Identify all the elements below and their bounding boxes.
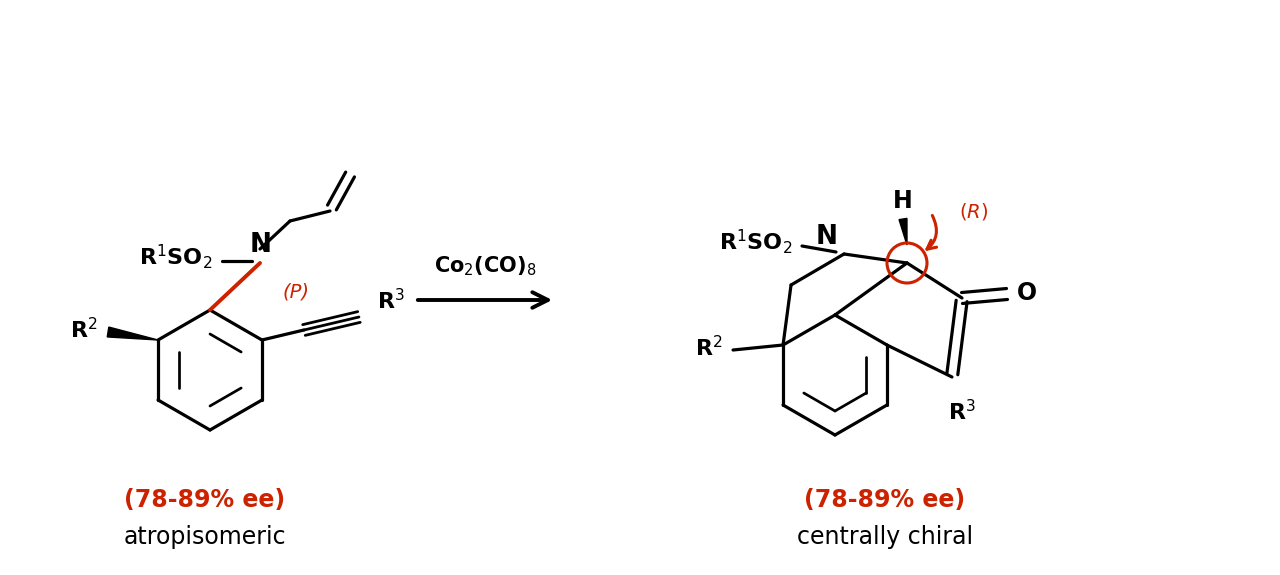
Text: N: N	[817, 224, 838, 250]
Text: R$^2$: R$^2$	[70, 317, 99, 343]
Text: atropisomeric: atropisomeric	[124, 525, 287, 549]
Text: Co$_2$(CO)$_8$: Co$_2$(CO)$_8$	[434, 254, 536, 278]
Text: R$^3$: R$^3$	[948, 399, 975, 424]
Text: R$^1$SO$_2$: R$^1$SO$_2$	[138, 243, 212, 271]
Text: (P): (P)	[282, 282, 308, 301]
Text: R$^2$: R$^2$	[695, 335, 723, 361]
Text: (78-89% ee): (78-89% ee)	[804, 488, 965, 512]
Text: H: H	[893, 189, 913, 213]
Text: $(R)$: $(R)$	[959, 201, 988, 221]
Polygon shape	[108, 327, 157, 340]
Polygon shape	[899, 218, 908, 245]
Text: (78-89% ee): (78-89% ee)	[124, 488, 285, 512]
Text: centrally chiral: centrally chiral	[797, 525, 973, 549]
Text: N: N	[250, 232, 273, 258]
Text: R$^3$: R$^3$	[378, 289, 404, 313]
Text: R$^1$SO$_2$: R$^1$SO$_2$	[719, 228, 792, 256]
Text: O: O	[1018, 281, 1037, 305]
